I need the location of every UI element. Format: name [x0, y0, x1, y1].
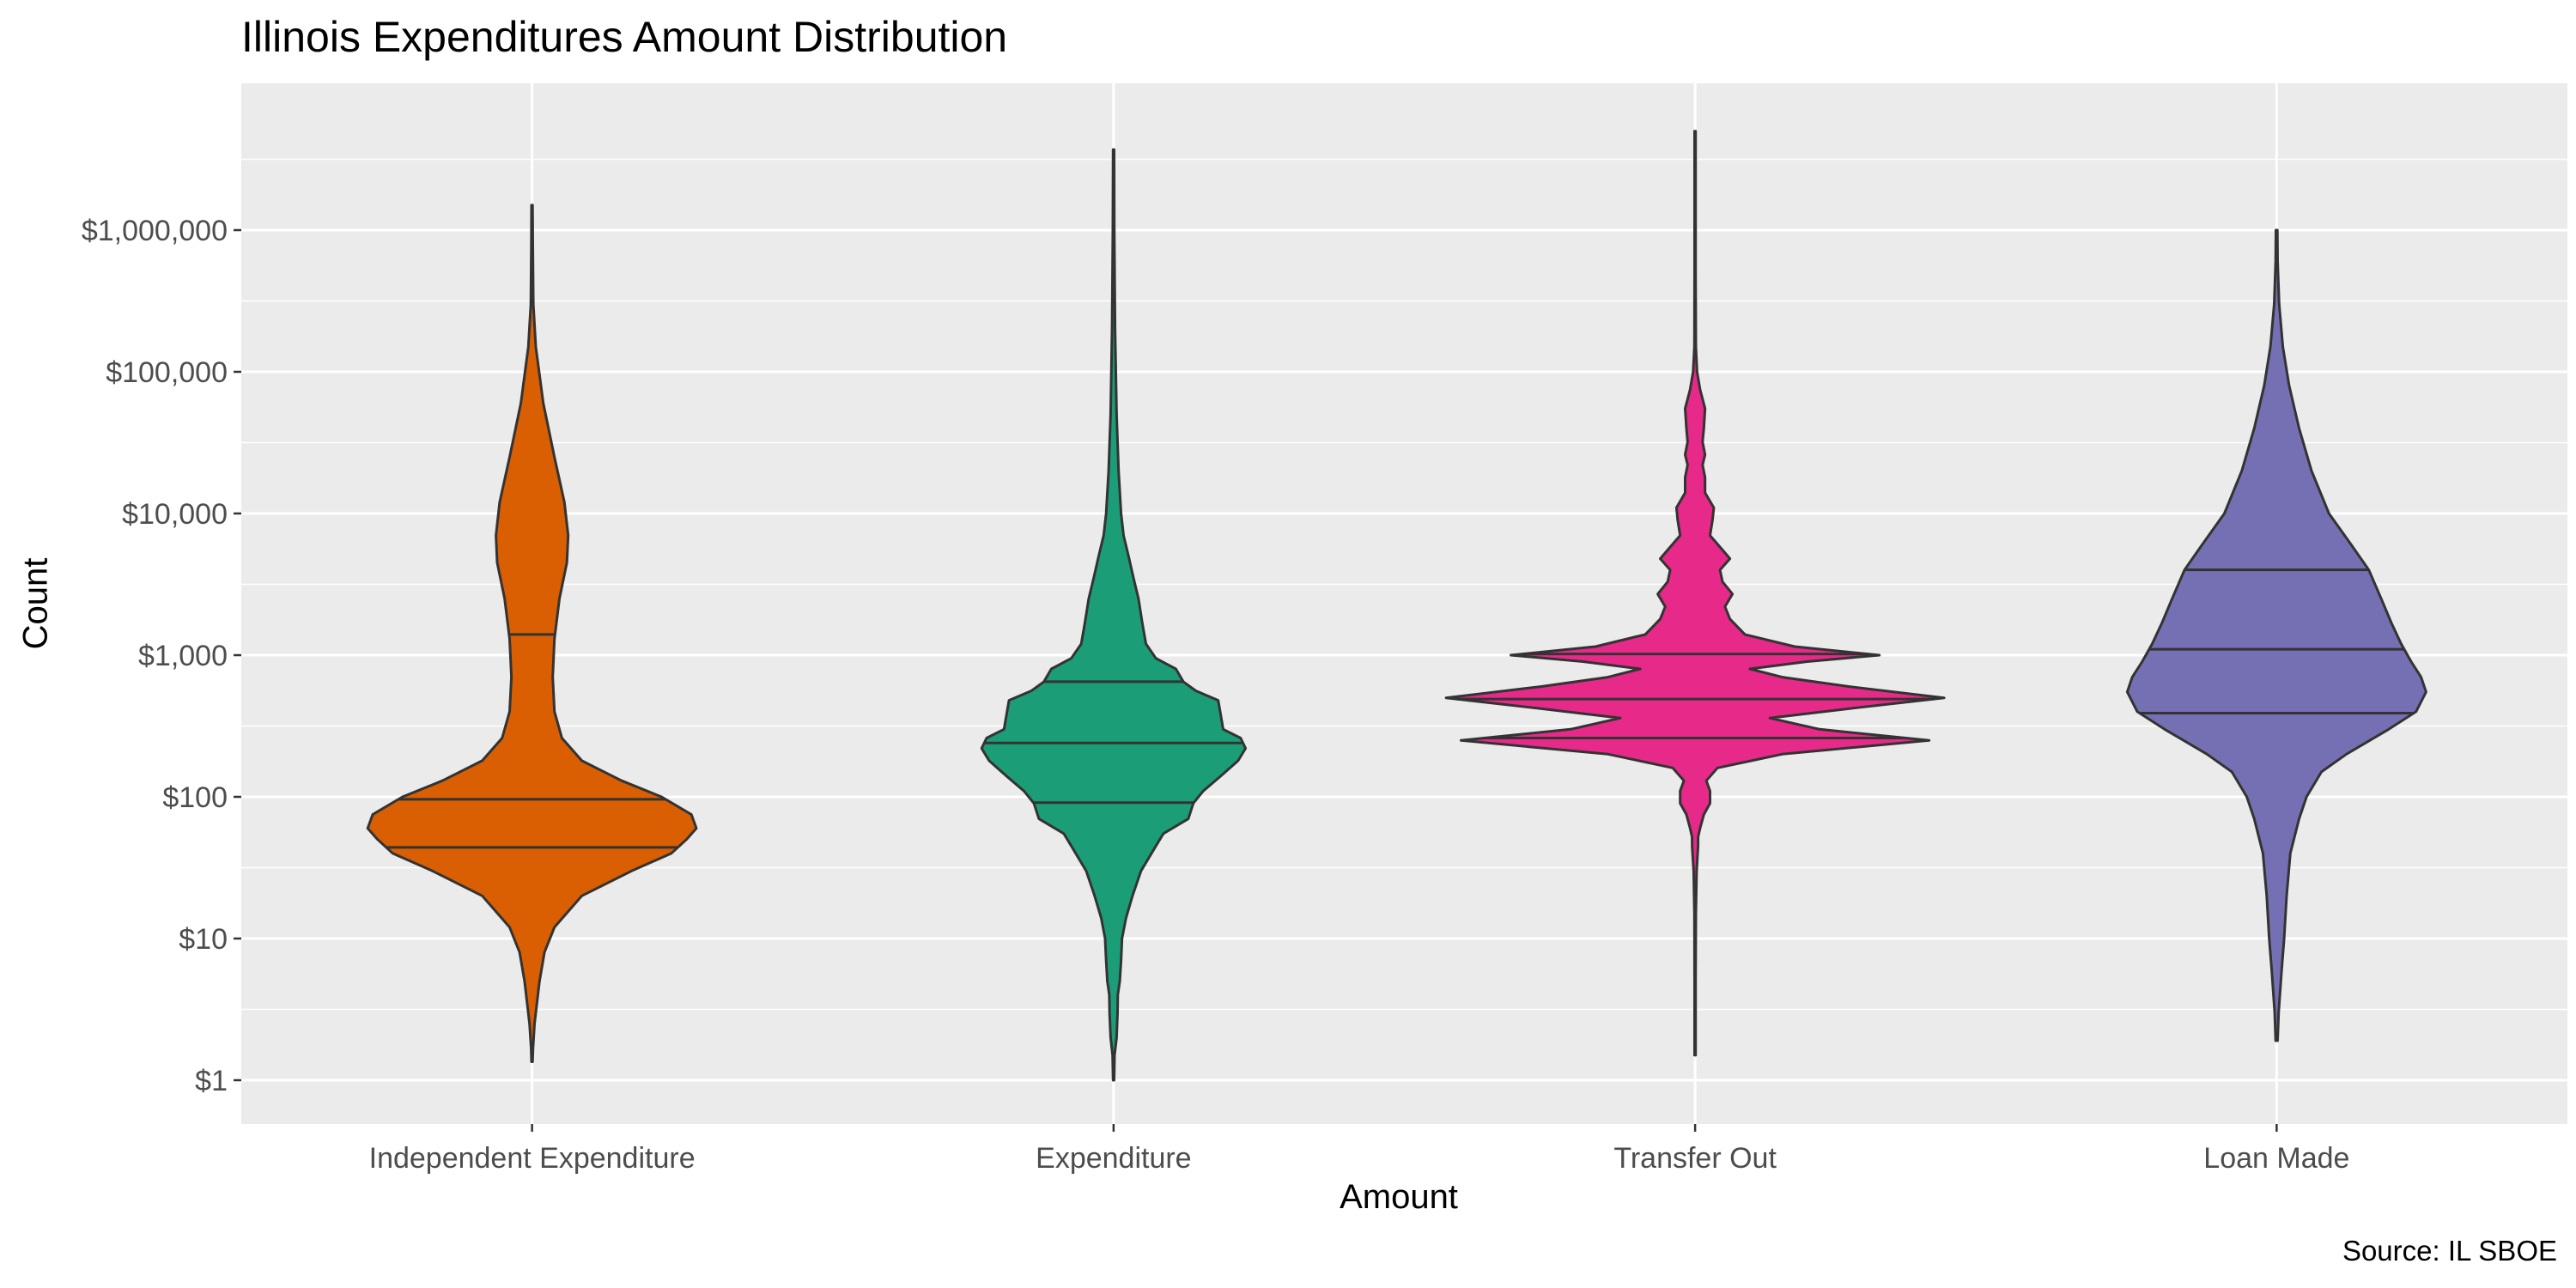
y-axis-label: Count — [16, 557, 55, 650]
chart-caption: Source: IL SBOE — [2342, 1235, 2557, 1267]
x-tick-label: Loan Made — [2203, 1142, 2349, 1175]
y-tick-label: $1,000,000 — [82, 215, 228, 247]
violin-transfer-out — [1444, 130, 1946, 1057]
x-tick-label: Transfer Out — [1613, 1142, 1777, 1175]
y-tick-label: $1,000 — [138, 640, 228, 672]
y-tick-label: $100,000 — [106, 356, 228, 389]
violin-loan-made — [2125, 228, 2427, 1042]
x-tick-label: Expenditure — [1036, 1142, 1191, 1175]
axes: $1 $10 $100 $1,000 $10,000 $100,000 $1,000,000… — [82, 215, 2350, 1175]
violins — [366, 130, 2427, 1082]
x-tick-label: Independent Expenditure — [369, 1142, 696, 1175]
y-tick-label: $100 — [162, 781, 228, 814]
y-tick-label: $1 — [195, 1065, 228, 1097]
chart-title: Illinois Expenditures Amount Distributio… — [241, 13, 1008, 61]
violin-expenditure — [980, 148, 1248, 1082]
x-axis-label: Amount — [1340, 1178, 1458, 1216]
y-tick-label: $10 — [179, 923, 228, 956]
y-tick-label: $10,000 — [122, 498, 228, 531]
